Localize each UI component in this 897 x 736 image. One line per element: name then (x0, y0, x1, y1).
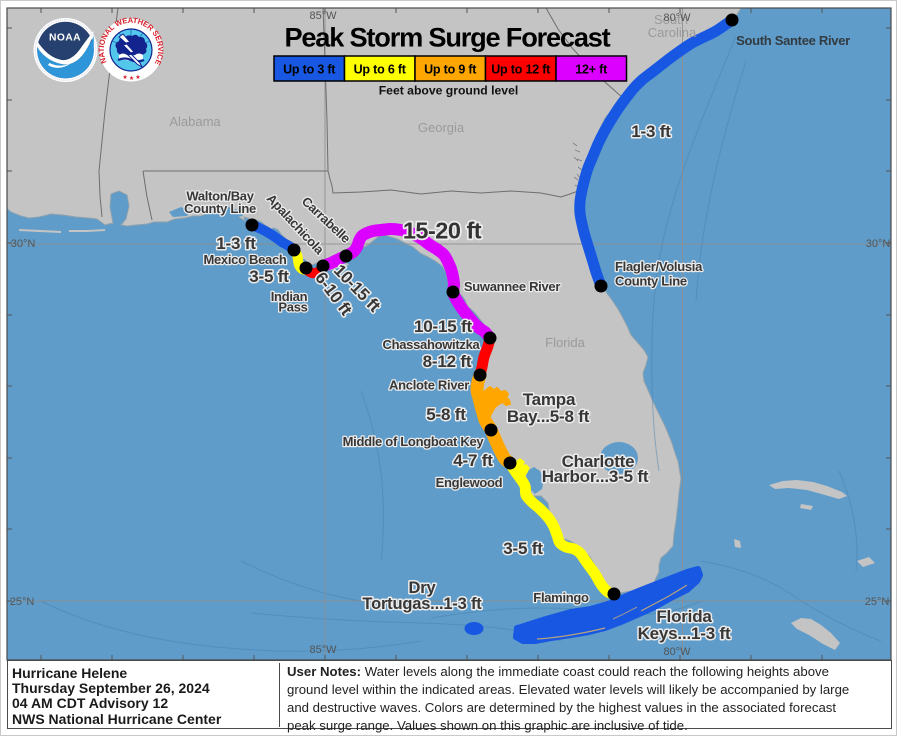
svg-text:4-7 ft: 4-7 ft (453, 451, 493, 470)
svg-text:Tortugas...1-3 ft: Tortugas...1-3 ft (362, 595, 482, 613)
svg-text:Indian: Indian (271, 289, 308, 304)
svg-text:Up to 9 ft: Up to 9 ft (424, 63, 477, 77)
svg-text:Mexico Beach: Mexico Beach (203, 252, 286, 267)
svg-text:NOAA: NOAA (49, 33, 81, 44)
svg-text:Middle of Longboat Key: Middle of Longboat Key (343, 434, 485, 449)
svg-text:South Santee River: South Santee River (736, 33, 850, 48)
svg-text:3-5 ft: 3-5 ft (503, 539, 543, 558)
svg-text:Georgia: Georgia (418, 120, 465, 135)
svg-text:Walton/Bay: Walton/Bay (186, 189, 254, 204)
svg-text:25°N: 25°N (865, 596, 890, 608)
svg-text:Up to 3 ft: Up to 3 ft (283, 63, 336, 77)
svg-text:85°W: 85°W (309, 10, 337, 22)
svg-text:★: ★ (135, 74, 140, 81)
svg-text:Florida: Florida (545, 335, 586, 350)
svg-text:Peak Storm Surge Forecast: Peak Storm Surge Forecast (284, 22, 610, 53)
svg-text:★: ★ (122, 74, 127, 81)
svg-text:8-12 ft: 8-12 ft (423, 352, 472, 371)
svg-text:30°N: 30°N (866, 238, 891, 250)
svg-text:Englewood: Englewood (436, 475, 503, 490)
svg-text:Up to 6 ft: Up to 6 ft (354, 63, 407, 77)
svg-text:Charlotte: Charlotte (562, 452, 635, 471)
svg-text:County Line: County Line (615, 274, 687, 289)
svg-text:Keys...1-3 ft: Keys...1-3 ft (638, 624, 731, 643)
svg-text:Florida: Florida (656, 607, 712, 626)
svg-text:15-20 ft: 15-20 ft (403, 218, 482, 244)
svg-text:Feet above ground level: Feet above ground level (379, 84, 519, 98)
svg-text:10-15 ft: 10-15 ft (414, 317, 472, 336)
svg-text:Suwannee River: Suwannee River (464, 279, 560, 294)
svg-text:3-5 ft: 3-5 ft (249, 267, 289, 286)
svg-text:5-8 ft: 5-8 ft (426, 405, 466, 424)
svg-text:Tampa: Tampa (523, 390, 576, 409)
svg-text:80°W: 80°W (663, 646, 691, 658)
svg-text:80°W: 80°W (663, 12, 691, 24)
svg-text:Anclote River: Anclote River (389, 378, 469, 393)
svg-text:★: ★ (129, 75, 134, 82)
svg-text:Harbor...3-5 ft: Harbor...3-5 ft (542, 467, 649, 486)
svg-text:Flagler/Volusia: Flagler/Volusia (615, 259, 703, 274)
svg-text:Carolina: Carolina (648, 25, 697, 40)
svg-text:Dry: Dry (409, 579, 437, 597)
svg-text:Flamingo: Flamingo (533, 590, 589, 605)
svg-text:12+ ft: 12+ ft (575, 63, 608, 77)
svg-text:25°N: 25°N (10, 596, 35, 608)
svg-text:85°W: 85°W (309, 644, 337, 656)
svg-text:Bay...5-8 ft: Bay...5-8 ft (507, 407, 590, 426)
svg-text:Alabama: Alabama (169, 114, 221, 129)
svg-text:County Line: County Line (184, 201, 256, 216)
svg-text:1-3 ft: 1-3 ft (631, 122, 671, 141)
svg-text:Pass: Pass (278, 300, 307, 315)
svg-text:1-3 ft: 1-3 ft (216, 234, 256, 253)
svg-text:Up to 12 ft: Up to 12 ft (491, 63, 551, 77)
svg-text:South: South (654, 12, 688, 27)
svg-text:Chassahowitzka: Chassahowitzka (383, 337, 481, 352)
svg-text:30°N: 30°N (11, 238, 36, 250)
